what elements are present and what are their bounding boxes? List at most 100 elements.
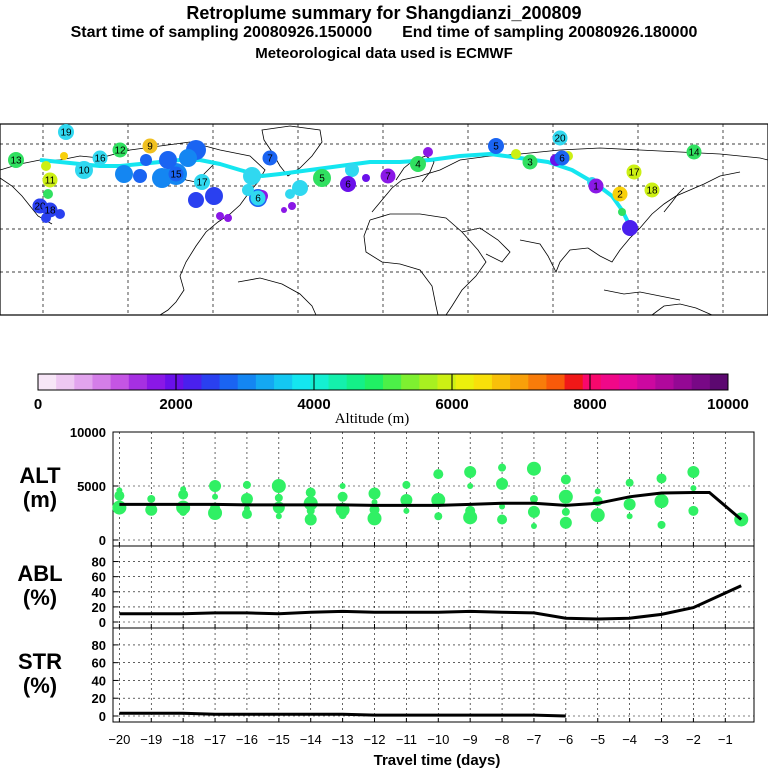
alt-cluster-point (463, 510, 478, 525)
colorbar-label: Altitude (m) (335, 411, 410, 427)
x-tick-label: −13 (332, 732, 354, 747)
colorbar-swatch (74, 374, 93, 390)
cluster-label-text: 17 (628, 168, 640, 179)
cluster-label-text: 20 (554, 134, 566, 145)
x-tick-label: −5 (590, 732, 605, 747)
cluster-label-text: 7 (267, 154, 273, 165)
cluster-label-dot (112, 142, 128, 158)
alt-cluster-point (275, 513, 282, 520)
panel-frame (112, 627, 755, 723)
cluster-label: 17 (626, 164, 642, 180)
colorbar-swatch (219, 374, 239, 390)
cluster-label: 20 (552, 130, 568, 146)
alt-cluster-point (626, 513, 633, 520)
cluster-label: 7 (262, 150, 278, 166)
cluster-label-text: 13 (10, 156, 22, 167)
y-tick-label: 60 (92, 570, 106, 585)
alt-cluster-point (498, 463, 507, 472)
coast-arabia (461, 227, 511, 263)
plume-cluster-dot (205, 187, 223, 205)
cluster-label-dot (42, 172, 58, 188)
colorbar-swatch (146, 374, 166, 390)
colorbar-swatch (364, 374, 384, 390)
y-tick-label: 0 (99, 615, 106, 630)
alt-cluster-point (145, 503, 158, 516)
cluster-label-text: 1 (593, 182, 599, 193)
cluster-label-text: 16 (94, 154, 106, 165)
cluster-label-text: 18 (44, 206, 56, 217)
x-tick-label: −4 (622, 732, 637, 747)
colorbar-tick-label: 10000 (707, 396, 749, 413)
x-tick-label: −9 (463, 732, 478, 747)
cluster-label-dot (554, 150, 570, 166)
cluster-label-text: 9 (147, 142, 153, 153)
colorbar-swatch (473, 374, 493, 390)
met-data-note: Meteorological data used is ECMWF (255, 45, 513, 62)
alt-cluster-point (561, 507, 570, 516)
colorbar-swatch (619, 374, 638, 390)
alt-cluster-point (687, 465, 700, 478)
plume-cluster-dot (55, 209, 65, 219)
cluster-label-dot (552, 130, 568, 146)
plume-cluster-dot (288, 202, 296, 210)
alt-cluster-point (209, 480, 222, 492)
cluster-label-dot (262, 150, 278, 166)
plume-cluster-dot (511, 149, 521, 159)
sampling-times: Start time of sampling 20080926.150000 En… (0, 24, 768, 42)
cluster-label: 4 (410, 156, 426, 172)
cluster-label: 17 (194, 174, 210, 190)
alt-cluster-point (208, 506, 223, 520)
y-tick-label: 80 (92, 555, 106, 570)
x-axis-label: Travel time (days) (374, 752, 501, 768)
colorbar-swatch (56, 374, 75, 390)
colorbar-swatch (128, 374, 148, 390)
y-tick-label: 0 (99, 709, 106, 724)
alt-cluster-point (529, 494, 538, 503)
plume-cluster-dot (242, 184, 254, 196)
cluster-label: 3 (522, 154, 538, 170)
cluster-label-dot (340, 176, 356, 192)
alt-cluster-point (558, 489, 573, 504)
y-tick-label: 80 (92, 638, 106, 653)
colorbar-swatch (510, 374, 529, 390)
abl-line (119, 584, 742, 621)
alt-cluster-point (271, 479, 286, 493)
cluster-label-dot (626, 164, 642, 180)
colorbar-swatch (292, 374, 311, 390)
cluster-label-dot (250, 190, 266, 206)
alt-cluster-point (431, 493, 446, 508)
alt-cluster-point (306, 506, 315, 515)
colorbar-swatch (183, 374, 202, 390)
cluster-label-text: 14 (688, 148, 700, 159)
alt-cluster-point (274, 493, 283, 502)
colorbar-swatch (637, 374, 656, 390)
colorbar-swatch (655, 374, 675, 390)
cluster-label-dot (142, 138, 158, 154)
plume-cluster-dot (224, 214, 232, 222)
end-time: End time of sampling 20080926.180000 (402, 24, 698, 41)
cluster-label-dot (58, 124, 74, 140)
alt-cluster-point (559, 516, 572, 529)
plume-cluster-dot (60, 152, 68, 160)
alt-cluster-point (625, 478, 634, 487)
alt-mean-line (119, 491, 743, 521)
plume-cluster-dot (188, 192, 204, 208)
cluster-label-dot (686, 144, 702, 160)
panel-ylabel: ALT (19, 463, 61, 488)
x-tick-label: −20 (108, 732, 130, 747)
cluster-label: 9 (142, 138, 158, 154)
coast-australia (651, 303, 713, 316)
alt-cluster-point (467, 483, 474, 489)
alt-cluster-point (403, 507, 410, 514)
colorbar-swatch (582, 374, 602, 390)
time-series-panels: 0500010000ALT(m)020406080ABL(%)020406080… (17, 425, 755, 747)
cluster-label-dot (76, 162, 92, 178)
alt-cluster-point (656, 473, 667, 484)
colorbar-swatch (383, 374, 402, 390)
alt-cluster-point (657, 520, 666, 529)
y-tick-label: 0 (99, 533, 106, 548)
cluster-label-text: 19 (60, 128, 72, 139)
colorbar-swatch (419, 374, 438, 390)
str-line (119, 711, 566, 718)
plume-cluster-dot (41, 161, 51, 171)
